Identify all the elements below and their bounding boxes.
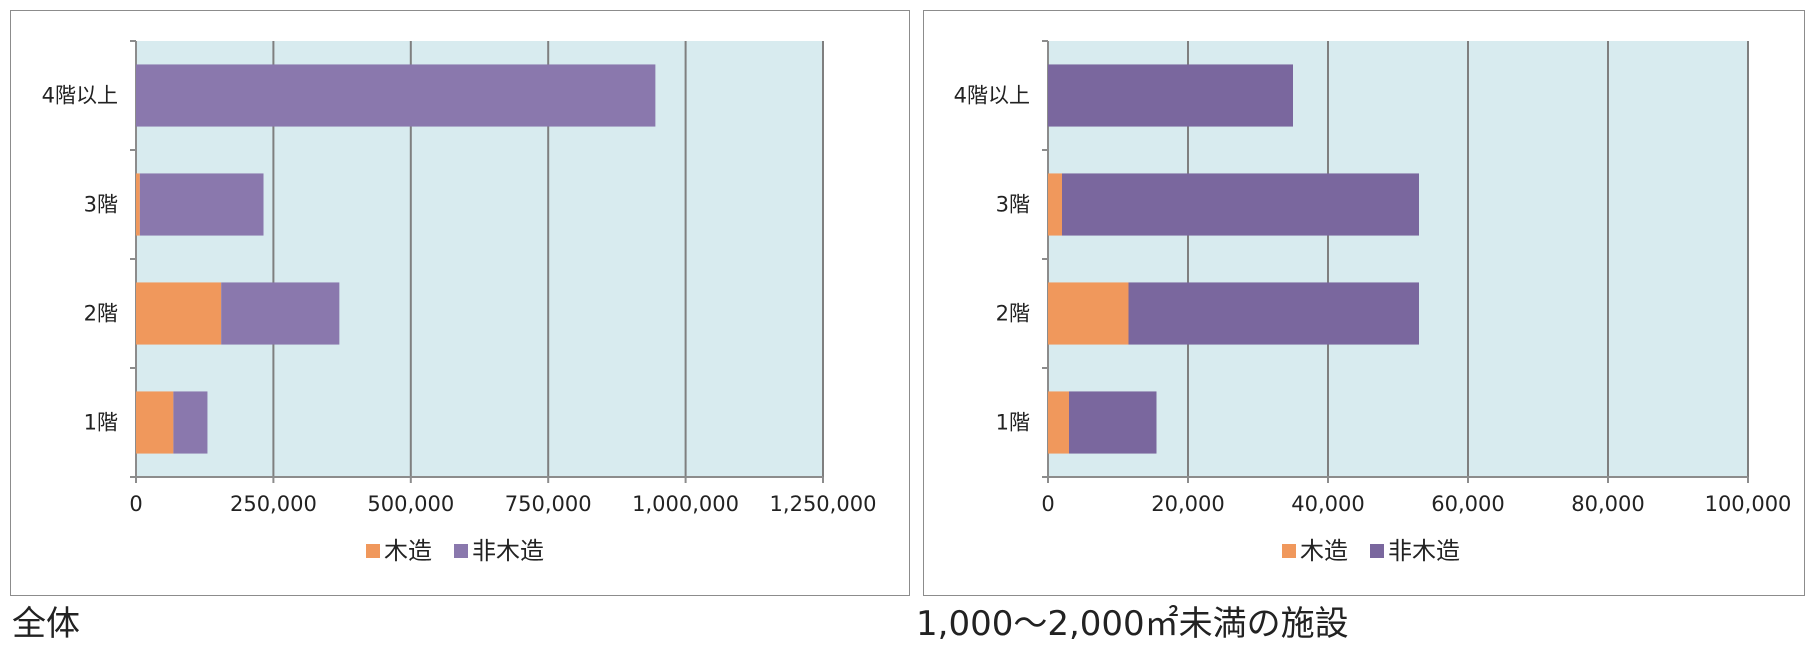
bar-chart-overall: 4階以上 3階 2階 1階 0 250,000 500,000 750,000 1,000,00…	[42, 40, 877, 565]
legend-swatch-nonwood	[454, 544, 468, 558]
bar-wood	[136, 173, 140, 236]
category-label: 1階	[84, 411, 118, 435]
legend-swatch-wood	[1282, 544, 1296, 558]
x-tick-label: 0	[1041, 492, 1054, 516]
bar-nonwood	[139, 173, 264, 236]
category-label: 3階	[84, 193, 118, 217]
category-label: 4階以上	[954, 84, 1030, 108]
x-tick-label: 1,250,000	[770, 492, 877, 516]
bar-nonwood	[136, 64, 656, 127]
caption-overall: 全体	[12, 604, 80, 644]
caption-1000-2000: 1,000～2,000㎡未満の施設	[916, 604, 1349, 644]
x-tick-label: 750,000	[505, 492, 592, 516]
legend-label: 木造	[384, 537, 432, 565]
bar-nonwood	[1128, 282, 1419, 345]
bar-wood	[1048, 282, 1129, 345]
chart-panel-1000-2000: 4階以上 3階 2階 1階 0 20,000 40,000 60,000 80,000 100,0…	[923, 10, 1805, 596]
x-tick-label: 250,000	[230, 492, 317, 516]
category-label: 4階以上	[42, 84, 118, 108]
bar-wood	[136, 282, 222, 345]
chart-panel-overall: 4階以上 3階 2階 1階 0 250,000 500,000 750,000 1,000,00…	[10, 10, 910, 596]
x-tick-label: 40,000	[1291, 492, 1364, 516]
bar-chart-1000-2000: 4階以上 3階 2階 1階 0 20,000 40,000 60,000 80,000 100,0…	[954, 40, 1792, 565]
legend-label: 木造	[1300, 537, 1348, 565]
bar-wood	[1048, 173, 1062, 236]
category-label: 1階	[996, 411, 1030, 435]
x-tick-label: 1,000,000	[632, 492, 739, 516]
x-tick-label: 0	[129, 492, 142, 516]
bar-wood	[1048, 391, 1069, 454]
bar-nonwood	[1069, 391, 1157, 454]
x-tick-label: 20,000	[1151, 492, 1224, 516]
bar-nonwood	[1062, 173, 1419, 236]
bar-nonwood	[173, 391, 208, 454]
x-tick-label: 100,000	[1705, 492, 1792, 516]
legend-label: 非木造	[472, 537, 544, 565]
category-label: 2階	[996, 302, 1030, 326]
legend-swatch-nonwood	[1370, 544, 1384, 558]
x-tick-label: 60,000	[1431, 492, 1504, 516]
bar-nonwood	[221, 282, 340, 345]
legend-swatch-wood	[366, 544, 380, 558]
category-label: 3階	[996, 193, 1030, 217]
legend-label: 非木造	[1388, 537, 1460, 565]
bar-nonwood	[1048, 64, 1293, 127]
bar-wood	[136, 391, 174, 454]
x-tick-label: 80,000	[1571, 492, 1644, 516]
x-tick-label: 500,000	[367, 492, 454, 516]
category-label: 2階	[84, 302, 118, 326]
